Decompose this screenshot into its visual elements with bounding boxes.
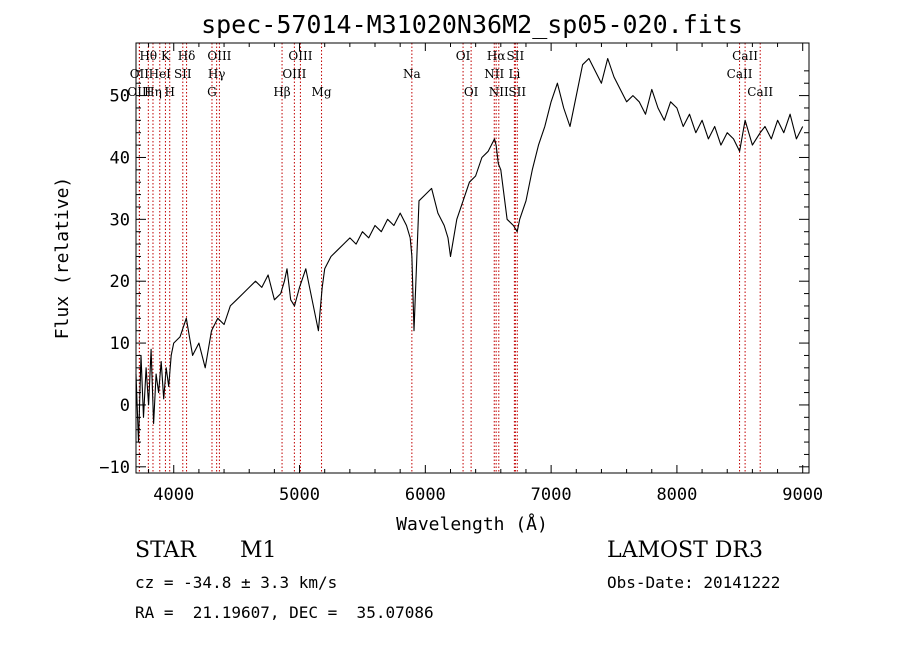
y-tick-label-30: 30	[110, 210, 130, 230]
line-marker-label-9: OIII	[207, 49, 231, 63]
x-tick-label-7000: 7000	[531, 485, 572, 505]
line-marker-label-0: Hθ	[139, 49, 157, 63]
survey-name: LAMOST DR3	[607, 538, 763, 563]
line-marker-label-20: SII	[507, 49, 525, 63]
line-marker-label-11: G	[207, 85, 217, 99]
y-tick-label-0: 0	[120, 396, 130, 416]
line-marker-label-26: CaII	[727, 67, 753, 81]
line-marker-label-14: Hβ	[273, 85, 290, 99]
line-marker-label-10: Hγ	[208, 67, 226, 81]
x-tick-label-5000: 5000	[279, 485, 320, 505]
line-marker-label-23: NII	[489, 85, 509, 99]
line-marker-label-5: Hη	[144, 85, 162, 99]
line-marker-label-25: CaII	[732, 49, 758, 63]
line-marker-label-19: Hα	[487, 49, 506, 63]
line-marker-label-17: OI	[456, 49, 471, 63]
y-tick-label-40: 40	[110, 148, 130, 168]
line-marker-label-22: Li	[508, 67, 520, 81]
line-marker-label-21: NII	[484, 67, 504, 81]
x-tick-label-9000: 9000	[782, 485, 823, 505]
y-tick-label-20: 20	[110, 272, 130, 292]
axes: 4000 5000 6000 7000 8000 9000 −10 0 10 20 30 40 50	[99, 43, 823, 505]
y-tick-label--10: −10	[99, 458, 130, 478]
line-marker-label-16: Na	[403, 67, 421, 81]
line-marker-label-18: OI	[464, 85, 479, 99]
x-tick-label-6000: 6000	[405, 485, 446, 505]
y-tick-label-10: 10	[110, 334, 130, 354]
line-marker-label-4: HeI	[149, 67, 172, 81]
plot-frame	[135, 42, 810, 474]
observation-date: Obs-Date: 20141222	[607, 573, 781, 592]
y-tick-label-50: 50	[110, 87, 130, 107]
x-axis-label: Wavelength (Å)	[396, 513, 548, 535]
line-marker-label-7: SII	[174, 67, 192, 81]
redshift-cz: cz = -34.8 ± 3.3 km/s	[135, 573, 338, 592]
line-marker-label-1: OII	[130, 67, 150, 81]
line-marker-label-15: Mg	[312, 85, 332, 99]
y-axis-label: Flux (relative)	[52, 177, 73, 340]
object-subclass: M1	[240, 538, 277, 563]
line-marker-label-13: OIII	[282, 67, 306, 81]
line-marker-label-8: H	[164, 85, 174, 99]
line-markers	[138, 43, 761, 473]
coordinates: RA = 21.19607, DEC = 35.07086	[135, 603, 434, 622]
chart-title: spec-57014-M31020N36M2_sp05-020.fits	[201, 10, 743, 39]
line-marker-label-27: CaII	[747, 85, 773, 99]
x-tick-label-8000: 8000	[656, 485, 697, 505]
series-layer	[135, 57, 804, 443]
object-class: STAR	[135, 538, 196, 563]
x-tick-label-4000: 4000	[153, 485, 194, 505]
line-marker-label-12: OIII	[288, 49, 312, 63]
spectrum-series-0	[135, 57, 804, 443]
line-marker-label-3: K	[161, 49, 171, 63]
line-marker-label-6: Hδ	[178, 49, 196, 63]
line-marker-label-24: SII	[508, 85, 526, 99]
